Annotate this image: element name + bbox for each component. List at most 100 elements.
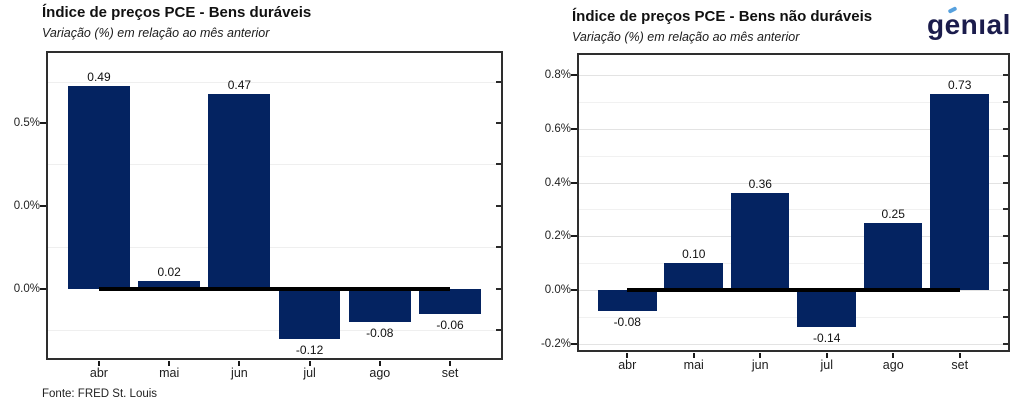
x-tick-label-ago: ago [369, 366, 391, 380]
chart-subtitle-nondurable-goods: Variação (%) em relação ao mês anterior [572, 30, 800, 44]
zero-baseline [98, 286, 451, 291]
y-tick-mark [40, 287, 46, 290]
major-gridline [579, 128, 1008, 130]
y-tick-label: 0.8% [544, 69, 571, 82]
minor-gridline [579, 316, 1008, 318]
x-tick-label-set: set [441, 366, 459, 380]
chart-panel-nondurable-goods: 0.8% 0.6% 0.4% 0.2% 0.0% -0.2% -0.08 0.10 0.36 -0… [541, 53, 1010, 372]
right-axis-tick-mark [496, 246, 501, 249]
x-tick-mark [308, 361, 311, 366]
y-tick-label: -0.2% [540, 337, 571, 350]
x-tick-mark [958, 353, 961, 358]
bar-jun [730, 193, 790, 290]
minor-gridline [579, 155, 1008, 157]
right-axis-tick-mark [1003, 74, 1008, 77]
bar-value-label: 0.49 [87, 69, 111, 84]
x-tick-mark [825, 353, 828, 358]
minor-gridline [579, 101, 1008, 103]
bar-value-label: -0.06 [436, 317, 464, 332]
right-axis-tick-mark [1003, 208, 1008, 211]
y-tick-label: 0.0% [13, 199, 40, 212]
y-tick-mark [571, 288, 577, 291]
y-tick-mark [571, 342, 577, 345]
x-tick-mark [168, 361, 171, 366]
right-axis-tick-mark [1003, 127, 1008, 130]
right-axis-tick-mark [496, 163, 501, 166]
bar-jul [797, 289, 856, 328]
x-tick-label-mai: mai [159, 366, 180, 380]
major-gridline [579, 75, 1008, 77]
major-gridline [579, 182, 1008, 184]
logo-wordmark: genıal [927, 9, 1011, 40]
y-tick-label: 0.6% [544, 122, 571, 135]
bar-mai [138, 280, 201, 289]
right-axis-tick-mark [1003, 262, 1008, 265]
x-tick-label-mai: mai [683, 358, 704, 372]
y-tick-mark [571, 74, 577, 77]
x-tick-label-ago: ago [882, 358, 904, 372]
genial-logo: genıal [927, 6, 1023, 48]
y-tick-label: 0.5% [13, 117, 40, 130]
right-axis-tick-mark [496, 287, 501, 290]
minor-gridline [579, 209, 1008, 211]
x-tick-label-abr: abr [89, 366, 108, 380]
bar-jun [208, 94, 271, 289]
major-gridline [579, 236, 1008, 238]
bar-abr [598, 289, 657, 312]
right-axis-tick-mark [1003, 288, 1008, 291]
x-tick-label-jul: jul [820, 358, 833, 372]
minor-gridline [48, 330, 501, 332]
x-tick-label-abr: abr [618, 358, 637, 372]
right-axis-tick-mark [496, 329, 501, 332]
bar-value-label: -0.14 [813, 331, 841, 346]
chart-subtitle-durable-goods: Variação (%) em relação ao mês anterior [42, 26, 270, 40]
x-tick-label-set: set [951, 358, 969, 372]
bar-abr [68, 85, 130, 289]
x-tick-mark [97, 361, 100, 366]
bar-value-label: 0.36 [748, 177, 772, 192]
y-tick-label: 0.2% [544, 230, 571, 243]
x-tick-mark [238, 361, 241, 366]
bar-value-label: -0.08 [613, 315, 641, 330]
y-tick-mark [571, 235, 577, 238]
y-tick-mark [40, 122, 46, 125]
bar-set [419, 288, 481, 314]
bar-value-label: -0.12 [295, 342, 324, 357]
bar-jul [278, 288, 341, 339]
bar-ago [348, 288, 411, 322]
bar-value-label: -0.08 [366, 325, 394, 340]
x-tick-label-jun: jun [751, 358, 769, 372]
bar-value-label: 0.25 [881, 206, 905, 221]
right-axis-tick-mark [1003, 154, 1008, 157]
bar-value-label: 0.02 [157, 264, 181, 279]
y-tick-label: 0.0% [544, 283, 571, 296]
chart-panel-durable-goods: 0.5% 0.0% 0.0% 0.49 0.02 0.47 -0.12 -0.08 -0.06 a… [14, 51, 503, 380]
x-tick-mark [892, 353, 895, 358]
minor-gridline [48, 81, 501, 83]
minor-gridline [48, 247, 501, 249]
x-tick-label-jul: jul [303, 366, 316, 380]
y-tick-mark [571, 127, 577, 130]
bar-set [930, 93, 989, 290]
chart-title-durable-goods: Índice de preços PCE - Bens duráveis [42, 4, 312, 21]
x-tick-mark [378, 361, 381, 366]
y-tick-label: 0.0% [13, 282, 40, 295]
bar-value-label: 0.10 [682, 247, 706, 262]
bar-value-label: 0.73 [948, 77, 972, 92]
source-note: Fonte: FRED St. Louis [42, 388, 158, 400]
x-tick-mark [759, 353, 762, 358]
right-axis-tick-mark [1003, 342, 1008, 345]
right-axis-tick-mark [496, 122, 501, 125]
bar-value-label: 0.47 [227, 78, 252, 93]
x-tick-mark [449, 361, 452, 366]
right-axis-tick-mark [1003, 235, 1008, 238]
y-tick-label: 0.4% [544, 176, 571, 189]
minor-gridline [48, 164, 501, 166]
right-axis-tick-mark [1003, 315, 1008, 318]
bar-ago [863, 222, 923, 290]
x-tick-mark [626, 353, 629, 358]
right-axis-tick-mark [1003, 100, 1008, 103]
x-tick-label-jun: jun [231, 366, 248, 380]
right-axis-tick-mark [496, 204, 501, 207]
